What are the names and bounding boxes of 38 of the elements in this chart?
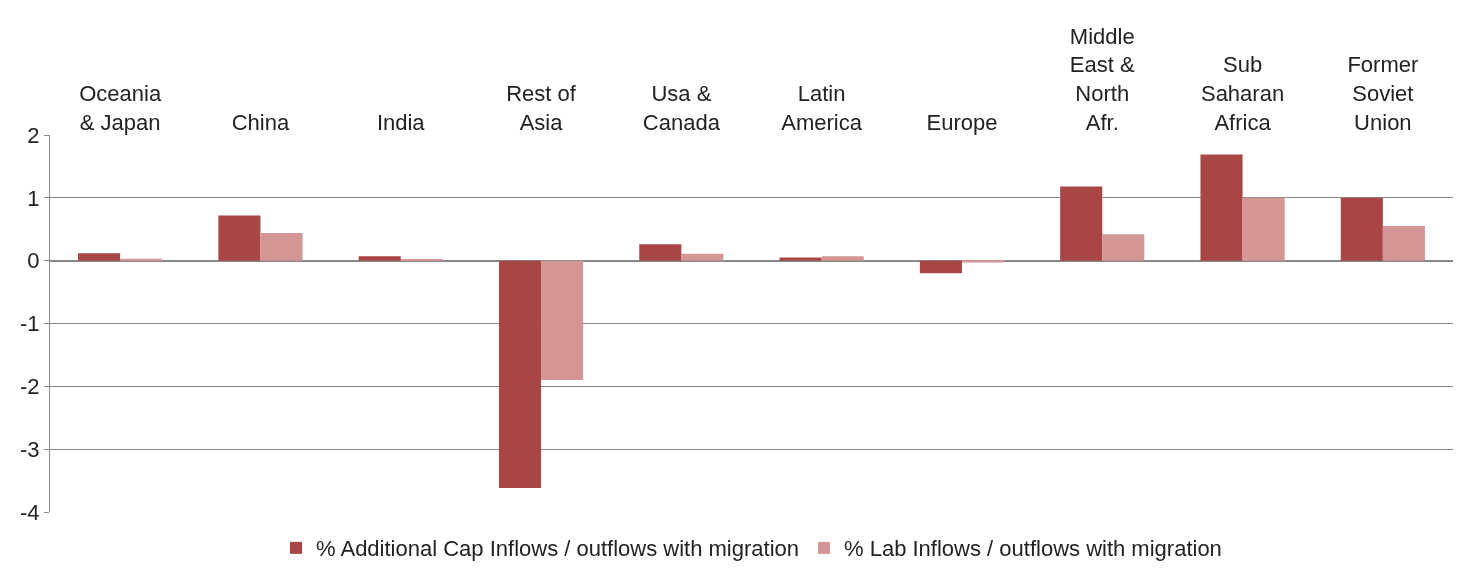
bar [1060,186,1103,261]
y-tick-label: 0 [27,248,40,274]
bar [681,253,724,261]
x-tick-label: India [376,109,426,135]
x-tick-label: Rest of Asia [506,81,577,135]
bar [1340,197,1383,261]
x-tick-label: Middle East & North Afr. [1069,23,1135,135]
bar [1382,226,1425,261]
bar [1102,234,1145,261]
x-tick-label: Europe [926,109,998,135]
bar [358,256,401,261]
y-tick-label: -1 [20,311,40,337]
x-tick-label: Usa & Canada [642,81,721,135]
bar [919,260,962,274]
bar [1242,197,1285,261]
legend-label: % Lab Inflows / outflows with migration [844,536,1222,562]
legend-label: % Additional Cap Inflows / outflows with migration [316,536,800,562]
bar [120,258,163,261]
x-tick-label: Latin America [781,81,863,135]
y-tick-label: -4 [20,499,40,525]
x-tick-label: Sub Saharan Africa [1200,52,1285,135]
y-tick-label: -2 [20,374,40,400]
bar [218,215,261,261]
bar [260,233,303,261]
bar [779,257,822,261]
y-tick-label: -3 [20,436,40,462]
x-tick-label: Former Soviet Union [1347,52,1419,135]
bar [498,260,542,489]
y-tick-label: 1 [27,185,40,211]
bar [821,256,864,261]
bar [541,260,584,381]
bar [1200,154,1243,261]
bar [961,260,1005,263]
bar [78,253,121,261]
y-tick-label: 2 [27,122,40,148]
x-tick-label: China [231,109,290,135]
x-tick-label: Oceania & Japan [79,81,162,135]
bar [639,244,682,261]
